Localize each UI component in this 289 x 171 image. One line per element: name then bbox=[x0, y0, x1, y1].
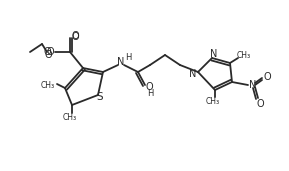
Text: O: O bbox=[145, 82, 153, 92]
Text: O: O bbox=[44, 50, 52, 60]
Text: H: H bbox=[125, 52, 131, 62]
Text: O: O bbox=[46, 47, 54, 57]
Text: N: N bbox=[117, 57, 125, 67]
Text: CH₃: CH₃ bbox=[237, 50, 251, 60]
Text: O: O bbox=[263, 72, 271, 82]
Text: N: N bbox=[210, 49, 218, 59]
Text: O: O bbox=[71, 32, 79, 42]
Text: H: H bbox=[147, 89, 153, 97]
Text: CH₃: CH₃ bbox=[41, 82, 55, 90]
Text: N: N bbox=[249, 80, 257, 90]
Text: S: S bbox=[97, 92, 103, 102]
Text: O: O bbox=[43, 47, 51, 57]
Text: O: O bbox=[71, 31, 79, 41]
Text: O: O bbox=[256, 99, 264, 109]
Text: CH₃: CH₃ bbox=[206, 97, 220, 107]
Text: N: N bbox=[189, 69, 197, 79]
Text: CH₃: CH₃ bbox=[63, 114, 77, 122]
